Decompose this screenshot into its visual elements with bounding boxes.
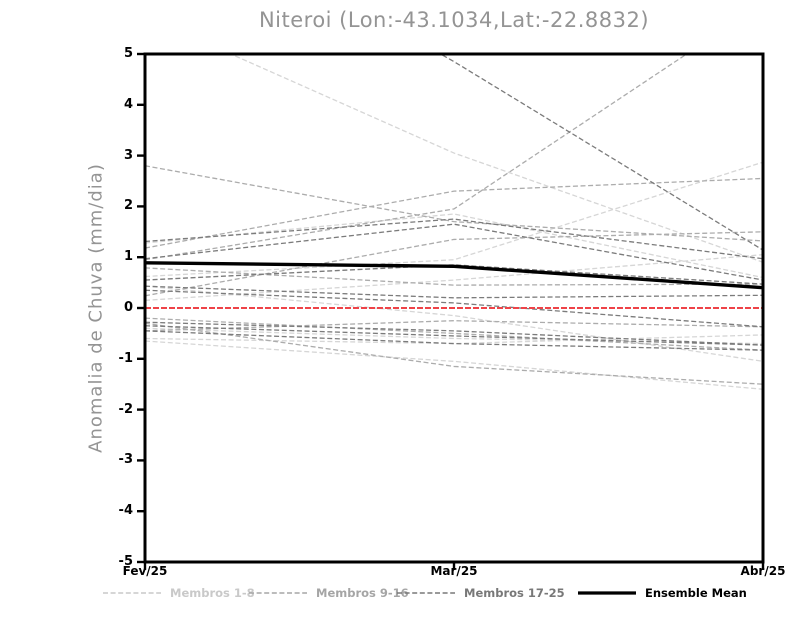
legend-solid-line-sample (578, 591, 636, 595)
legend-entry: Membros 1-8 (103, 585, 255, 601)
ensemble-member-line (145, 165, 763, 242)
ensemble-member-line (145, 223, 763, 281)
legend-label: Membros 17-25 (464, 586, 565, 600)
y-tick-label: -3 (118, 452, 133, 468)
y-tick-label: 5 (123, 46, 133, 61)
ensemble-member-line (145, 325, 763, 346)
y-tick-label: 3 (123, 147, 133, 163)
legend-entry: Membros 17-25 (397, 585, 565, 601)
ensemble-member-line (145, 322, 763, 385)
y-tick-label: -1 (118, 350, 133, 366)
legend-label: Membros 9-16 (316, 586, 409, 600)
y-tick-label: 4 (123, 96, 133, 112)
y-tick-label: 2 (123, 198, 133, 214)
ensemble-mean-line (145, 261, 763, 290)
ensemble-member-line (145, 317, 763, 351)
ensemble-member-line (145, 285, 763, 299)
legend-label: Membros 1-8 (170, 586, 255, 600)
ensemble-member-line (145, 218, 763, 260)
ensemble-member-line (145, 334, 763, 345)
ensemble-member-line (145, 285, 763, 362)
ensemble-member-line (145, 264, 763, 285)
ensemble-member-line (145, 321, 763, 346)
legend-entry: Membros 9-16 (249, 585, 409, 601)
x-tick-label: Fev/25 (122, 564, 168, 578)
ensemble-member-line (145, 289, 763, 328)
y-tick-label: 1 (123, 249, 133, 265)
ensemble-member-line (145, 340, 763, 390)
ensemble-member-line (229, 54, 763, 263)
legend-dashed-line-sample (103, 592, 161, 594)
y-tick-label: -4 (118, 503, 133, 519)
y-tick-label: -5 (118, 554, 133, 569)
ensemble-member-line (439, 54, 763, 251)
ensemble-member-line (145, 161, 763, 278)
legend-entry: Ensemble Mean (578, 585, 747, 601)
ensemble-member-line (145, 213, 763, 279)
legend-label: Ensemble Mean (645, 586, 747, 600)
ensemble-member-line (145, 231, 763, 297)
ensemble-member-line (145, 330, 763, 351)
ensemble-member-line (145, 320, 763, 332)
x-tick-label: Abr/25 (740, 564, 786, 578)
ensemble-member-line (145, 254, 763, 302)
x-tick-label: Mar/25 (430, 564, 478, 578)
legend-dashed-line-sample (397, 592, 455, 594)
ensemble-member-line (145, 327, 763, 345)
ensemble-member-line (145, 177, 763, 249)
legend: Membros 1-8 Membros 9-16 Membros 17-25 Ense… (0, 585, 800, 603)
ensemble-member-line (145, 54, 688, 261)
y-tick-label: 0 (123, 300, 133, 315)
y-tick-label: -2 (118, 401, 133, 417)
chart-title: Niteroi (Lon:-43.1034,Lat:-22.8832) (258, 8, 650, 32)
legend-dashed-line-sample (249, 592, 307, 594)
ensemble-member-line (145, 267, 763, 286)
